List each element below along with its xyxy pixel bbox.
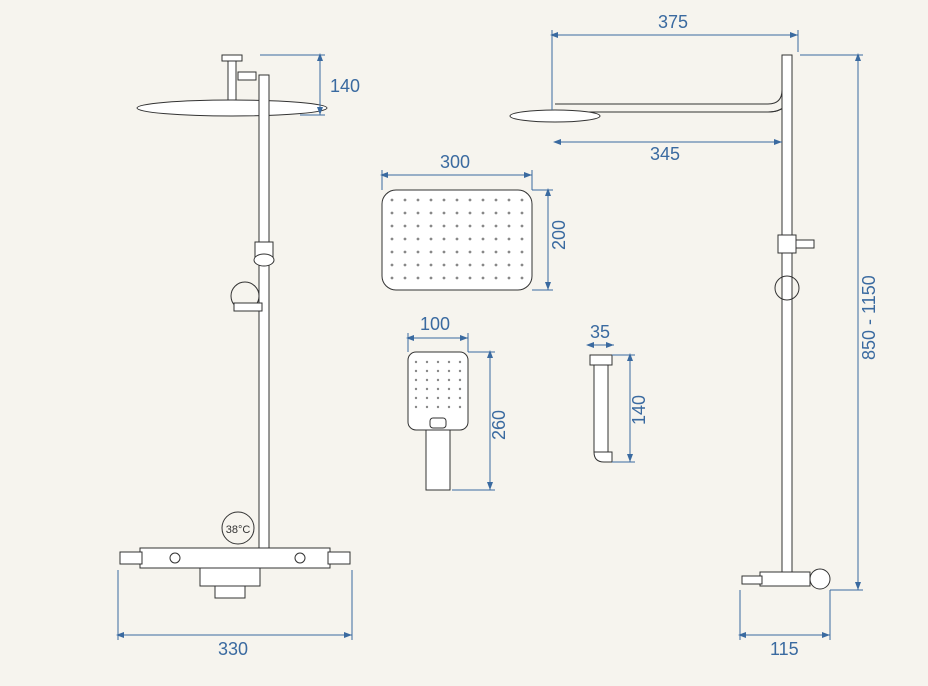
dim-bracket-width: 35 (590, 322, 610, 342)
dim-base-left: 330 (218, 639, 248, 659)
dim-bracket-height: 140 (629, 395, 649, 425)
dim-hand-height: 260 (489, 410, 509, 440)
technical-drawing: 38°C 140 330 (0, 0, 928, 686)
dim-head-height: 200 (549, 220, 569, 250)
dim-total-height: 850 - 1150 (859, 275, 879, 360)
dim-hand-width: 100 (420, 314, 450, 334)
shower-front-view: 38°C 140 330 (118, 55, 360, 659)
dim-arm-span: 375 (658, 12, 688, 32)
shower-side-view: 375 345 850 - 1150 115 (510, 12, 879, 659)
dim-base-right: 115 (770, 639, 799, 659)
wall-bracket: 35 140 (588, 322, 649, 462)
hand-shower: 100 260 (408, 314, 509, 490)
dim-head-width: 300 (440, 152, 470, 172)
temperature-label: 38°C (226, 524, 251, 536)
overhead-shower-head: 300 200 (382, 152, 569, 290)
dim-arm-reach: 345 (650, 144, 680, 164)
dim-arm-top: 140 (330, 76, 360, 96)
